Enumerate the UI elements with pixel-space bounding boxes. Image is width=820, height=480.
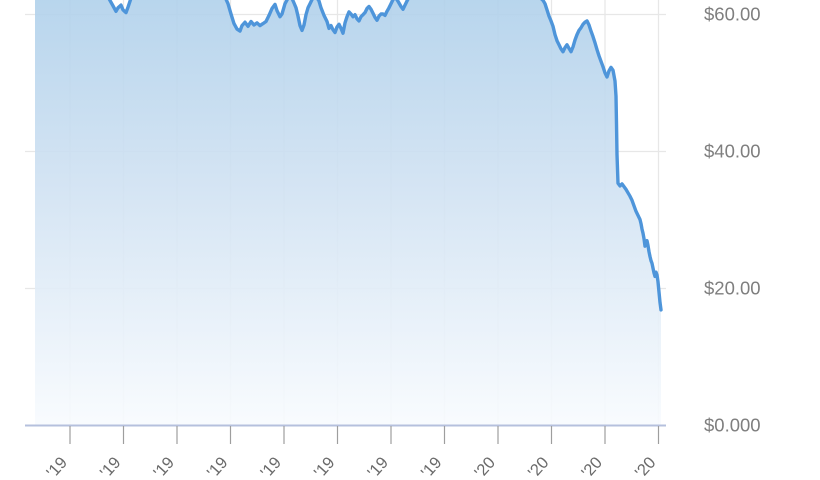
x-tick-label: '19 — [150, 454, 178, 480]
x-tick-label: '19 — [43, 454, 71, 480]
price-area-fill — [35, 0, 661, 425]
x-tick-label: '19 — [97, 454, 125, 480]
y-axis-label: $20.00 — [704, 278, 761, 299]
x-tick-label: '20 — [525, 454, 553, 480]
x-tick-label: '20 — [632, 454, 660, 480]
x-tick-label: '19 — [364, 454, 392, 480]
y-axis-label: $60.00 — [704, 4, 761, 25]
y-axis-label: $0.000 — [704, 415, 761, 436]
x-tick-label: '19 — [418, 454, 446, 480]
x-tick-label: '19 — [204, 454, 232, 480]
x-tick-label: '19 — [311, 454, 339, 480]
x-tick-label: '20 — [578, 454, 606, 480]
y-axis-label: $40.00 — [704, 141, 761, 162]
price-line — [107, 0, 663, 312]
x-tick-label: '20 — [471, 454, 499, 480]
x-tick-label: '19 — [257, 454, 285, 480]
